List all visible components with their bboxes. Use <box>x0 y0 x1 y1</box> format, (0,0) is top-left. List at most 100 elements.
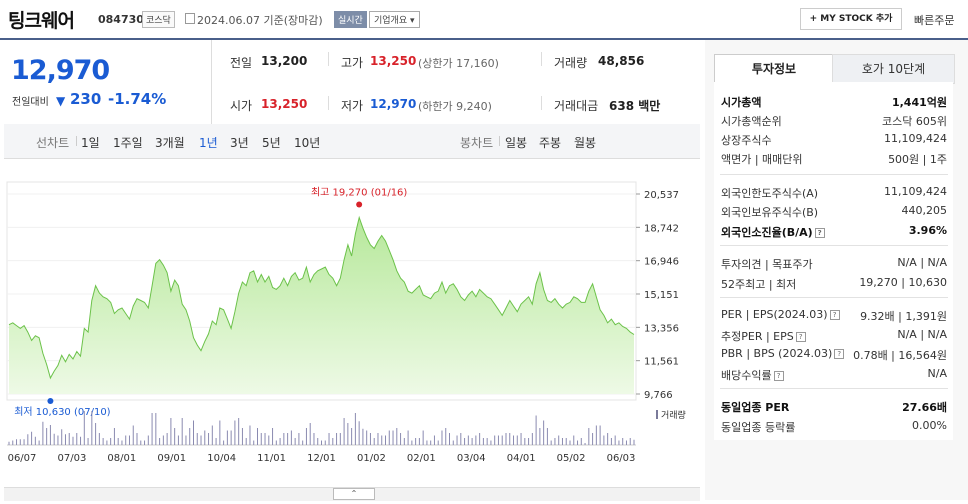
invest-row: 외국인소진율(B/A)? 3.96% <box>721 224 947 240</box>
x-tick-label: 01/02 <box>357 453 386 464</box>
divider <box>720 174 948 175</box>
divider <box>499 136 500 146</box>
invest-row: 투자의견 | 목표주가 N/A | N/A <box>721 256 947 272</box>
tab-invest-info[interactable]: 투자정보 <box>714 54 834 83</box>
divider <box>211 40 212 124</box>
period-3m[interactable]: 3개월 <box>155 136 185 150</box>
period-3y[interactable]: 3년 <box>230 136 249 150</box>
help-icon[interactable]: ? <box>829 310 840 320</box>
volume-label: 거래량 <box>661 409 686 421</box>
invest-row-label: 동일업종 등락률 <box>721 421 796 434</box>
corp-overview-dropdown[interactable]: 기업개요 ▾ <box>369 11 420 28</box>
x-tick-label: 08/01 <box>107 453 136 464</box>
price-chart-svg: 20,537 18,742 16,946 15,151 13,356 11,561 9,76… <box>6 181 686 464</box>
base-date: 2024.06.07 기준(장마감) <box>197 14 323 27</box>
x-tick-label: 07/03 <box>58 453 87 464</box>
invest-row: 동일업종 PER 27.66배 <box>721 399 947 415</box>
invest-row: 상장주식수 11,109,424 <box>721 132 947 148</box>
x-tick-label: 10/04 <box>207 453 236 464</box>
stock-header: 팅크웨어 084730 코스닥 2024.06.07 기준(장마감) 실시간 기… <box>0 0 968 38</box>
low-marker <box>47 397 54 404</box>
calendar-icon <box>185 13 195 24</box>
market-badge: 코스닥 <box>142 11 175 28</box>
high-annotation: 최고 19,270 (01/16) <box>311 187 407 199</box>
invest-row-value: 500원 | 1주 <box>888 153 947 166</box>
low-annotation: 최저 10,630 (07/10) <box>14 406 110 418</box>
invest-row: PBR | BPS (2024.03)? 0.78배 | 16,564원 <box>721 347 947 363</box>
invest-row-label: 52주최고 | 최저 <box>721 278 797 291</box>
volume-legend-swatch <box>656 410 658 419</box>
invest-row-value: 440,205 <box>901 204 948 217</box>
realtime-button[interactable]: 실시간 <box>334 11 367 28</box>
invest-row: PER | EPS(2024.03)? 9.32배 | 1,391원 <box>721 308 947 324</box>
invest-row-value: 11,109,424 <box>884 185 947 198</box>
divider <box>720 388 948 389</box>
invest-row-value: 27.66배 <box>902 401 947 414</box>
invest-row-label: 추정PER | EPS? <box>721 328 806 344</box>
invest-row-label: PBR | BPS (2024.03)? <box>721 347 845 360</box>
my-stock-add-button[interactable]: + MY STOCK 추가 <box>800 8 902 30</box>
invest-row-label: 시가총액순위 <box>721 115 782 128</box>
invest-row-label: 외국인소진율(B/A)? <box>721 224 825 240</box>
period-5y[interactable]: 5년 <box>262 136 281 150</box>
invest-row-label: PER | EPS(2024.03)? <box>721 308 840 321</box>
chevron-up-icon[interactable]: ⌃ <box>333 488 375 500</box>
invest-row-label: 배당수익률? <box>721 367 784 383</box>
prev-label: 전일 <box>230 56 253 70</box>
lower-limit: (하한가 9,240) <box>418 100 492 113</box>
candle-weekly[interactable]: 주봉 <box>539 136 562 150</box>
help-icon[interactable]: ? <box>795 332 806 342</box>
price-area <box>9 217 634 394</box>
y-tick-label: 11,561 <box>644 357 679 368</box>
invest-row-value: N/A | N/A <box>897 256 947 269</box>
x-tick-label: 04/01 <box>507 453 536 464</box>
x-tick-label: 02/01 <box>407 453 436 464</box>
x-tick-label: 06/03 <box>607 453 636 464</box>
volume-value: 48,856 <box>598 54 645 68</box>
candle-daily[interactable]: 일봉 <box>505 136 528 150</box>
y-tick-label: 15,151 <box>644 290 679 301</box>
help-icon[interactable]: ? <box>773 371 784 381</box>
chart-period-bar: 선차트 1일 1주일 3개월 1년 3년 5년 10년 봉차트 일봉 주봉 월봉 <box>4 124 700 159</box>
price-chart: 20,537 18,742 16,946 15,151 13,356 11,561 9,76… <box>4 158 700 500</box>
period-1y[interactable]: 1년 <box>199 136 218 150</box>
divider <box>541 96 542 110</box>
invest-row: 시가총액순위 코스닥 605위 <box>721 113 947 129</box>
divider <box>328 96 329 110</box>
amount-label: 거래대금 <box>554 99 599 113</box>
invest-row-value: 3.96% <box>908 224 947 237</box>
open-label: 시가 <box>230 99 253 113</box>
change-value: 230 <box>70 90 102 108</box>
quick-order-link[interactable]: 빠른주문 <box>914 14 955 27</box>
stock-name: 팅크웨어 <box>8 10 75 32</box>
invest-row: 추정PER | EPS? N/A | N/A <box>721 328 947 344</box>
x-tick-label: 12/01 <box>307 453 336 464</box>
price-line <box>8 215 635 380</box>
invest-row-label: 시가총액 <box>721 96 762 109</box>
tab-order-book[interactable]: 호가 10단계 <box>832 54 955 84</box>
divider <box>720 245 948 246</box>
line-chart-label: 선차트 <box>36 136 70 150</box>
candle-monthly[interactable]: 월봉 <box>574 136 597 150</box>
prev-value: 13,200 <box>261 54 308 68</box>
invest-row-label: 외국인한도주식수(A) <box>721 187 819 200</box>
plot-frame <box>6 181 637 401</box>
x-tick-label: 06/07 <box>8 453 37 464</box>
period-10y[interactable]: 10년 <box>294 136 321 150</box>
period-1w[interactable]: 1주일 <box>113 136 143 150</box>
y-tick-label: 9,766 <box>644 390 673 401</box>
invest-row: 액면가 | 매매단위 500원 | 1주 <box>721 151 947 167</box>
invest-row-value: 9.32배 | 1,391원 <box>860 310 947 323</box>
open-value: 13,250 <box>261 97 308 111</box>
period-1d[interactable]: 1일 <box>81 136 100 150</box>
help-icon[interactable]: ? <box>834 349 845 359</box>
upper-limit: (상한가 17,160) <box>418 57 499 70</box>
candle-chart-label: 봉차트 <box>460 136 494 150</box>
y-tick-label: 13,356 <box>644 323 679 334</box>
help-icon[interactable]: ? <box>814 228 825 238</box>
divider <box>328 52 329 66</box>
high-marker <box>356 201 363 208</box>
y-tick-label: 20,537 <box>644 190 679 201</box>
invest-row-value: N/A <box>927 367 947 380</box>
divider <box>720 297 948 298</box>
